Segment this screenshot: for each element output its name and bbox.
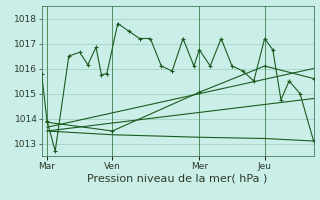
X-axis label: Pression niveau de la mer( hPa ): Pression niveau de la mer( hPa ): [87, 173, 268, 183]
